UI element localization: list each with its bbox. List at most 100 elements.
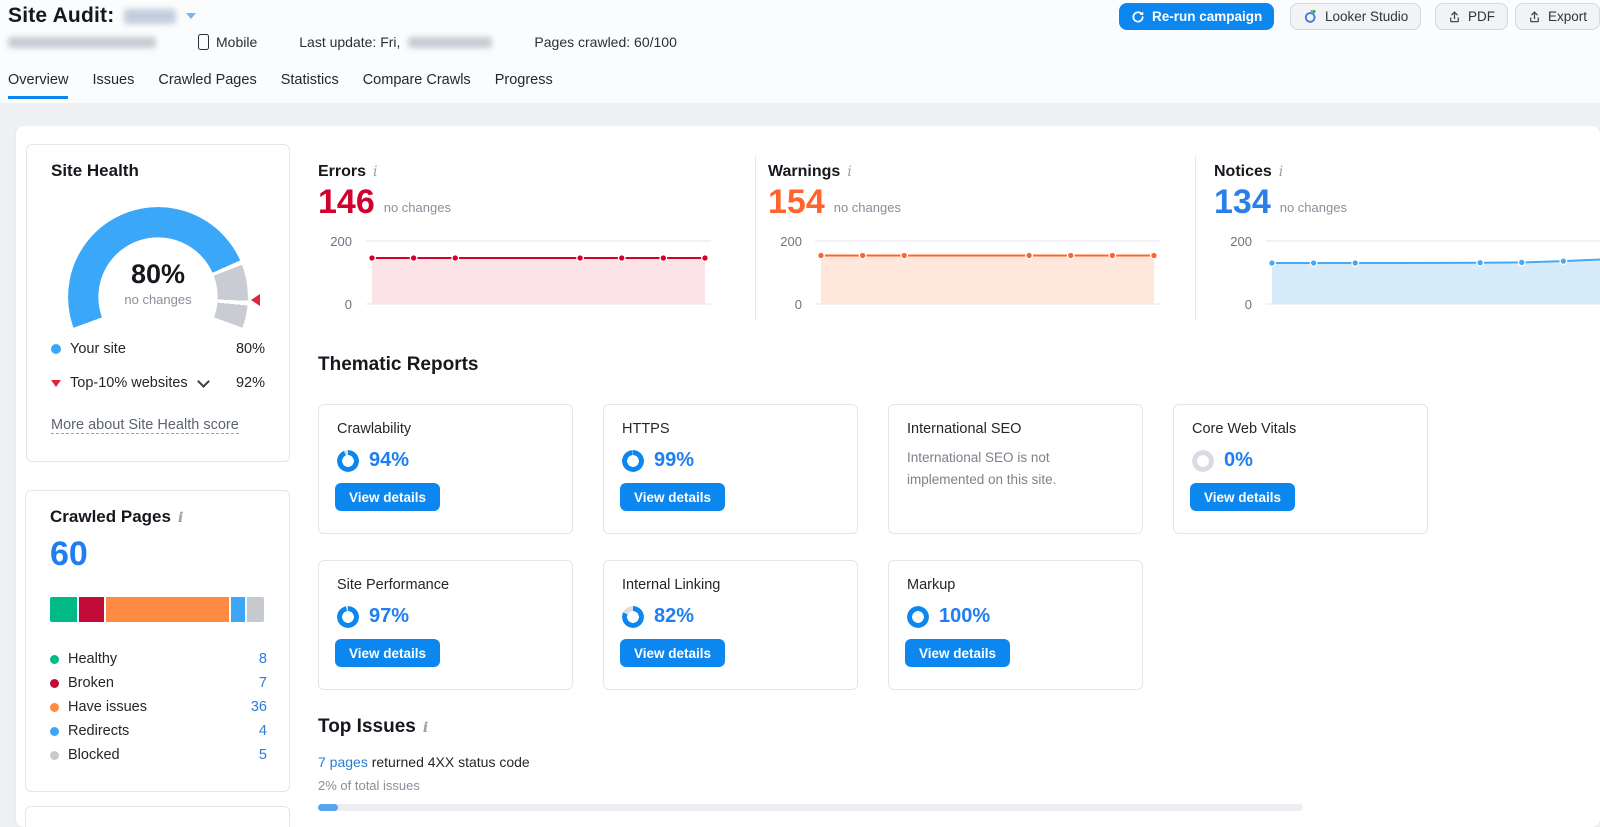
thematic-reports-title: Thematic Reports [318,354,479,375]
divider [755,156,756,320]
device-label: Mobile [216,34,258,50]
metric-value: 134 [1214,183,1271,221]
chevron-down-icon[interactable] [186,13,197,19]
looker-studio-label: Looker Studio [1325,9,1409,24]
info-icon[interactable]: i [422,720,429,736]
rerun-campaign-button[interactable]: Re-run campaign [1119,3,1275,30]
tab-compare-crawls[interactable]: Compare Crawls [362,72,471,88]
top-issue-item: 7 pages returned 4XX status code [318,754,530,770]
tab-statistics[interactable]: Statistics [280,72,339,88]
export-button[interactable]: Export [1515,3,1600,30]
pages-crawled-label: Pages crawled: 60/100 [534,34,677,50]
thematic-card-title: Crawlability [337,421,412,437]
info-icon[interactable]: i [847,164,852,180]
view-details-button[interactable]: View details [335,639,441,667]
chevron-down-icon[interactable] [196,374,210,388]
y-axis-max: 200 [780,234,802,249]
thematic-score: 99% [654,449,695,471]
info-icon[interactable]: i [373,164,378,180]
legend-label: Blocked [68,747,120,763]
metric-change: no changes [833,200,901,215]
y-axis-max: 200 [1230,234,1252,249]
tab-overview[interactable]: Overview [8,72,69,99]
thematic-card-markup: Markup 100% View details [888,560,1143,690]
metric-errors: Errors i 146 no changes [318,163,451,220]
crawled-legend-row-have-issues: Have issues 36 [50,695,267,719]
issue-text: returned 4XX status code [367,754,530,770]
thematic-card-title: Internal Linking [622,577,721,593]
progress-ring-icon [622,605,644,628]
metric-change: no changes [383,200,451,215]
legend-top10-websites[interactable]: Top-10% websites 92% [51,374,265,391]
meta-row: Mobile Last update: Fri, Pages crawled: … [8,34,677,50]
view-details-button[interactable]: View details [335,483,441,511]
crawled-pages-title: Crawled Pages [50,507,171,526]
progress-ring-icon [337,449,359,472]
tab-bar: Overview Issues Crawled Pages Statistics Com… [8,72,553,99]
crawled-legend-row-blocked: Blocked 5 [50,743,267,767]
next-card-partial [25,806,290,827]
thematic-row-1: Crawlability 94% View details HTTPS 99% View … [318,404,1428,534]
metric-change: no changes [1279,200,1347,215]
bar-segment-blocked [246,597,265,622]
y-axis-max: 200 [330,234,352,249]
info-icon[interactable]: i [1278,164,1284,180]
crawled-pages-legend: Healthy 8 Broken 7 Have issues 36 Redirects 4 Bl… [50,647,267,767]
metric-label: Errors [318,163,367,180]
pdf-label: PDF [1468,9,1495,24]
gauge-center: 80% no changes [68,259,248,307]
crawled-pages-total: 60 [50,535,88,573]
view-details-button[interactable]: View details [620,483,726,511]
bar-segment-broken [79,597,104,622]
view-details-button[interactable]: View details [1190,483,1296,511]
legend-label: Your site [70,341,126,357]
header: Site Audit: Re-run campaign Looker Studi… [0,0,1600,103]
thematic-score-row: 0% [1192,449,1409,472]
looker-studio-button[interactable]: Looker Studio [1290,3,1422,30]
tab-crawled-pages[interactable]: Crawled Pages [158,72,257,88]
thematic-score-row: 97% [337,605,554,628]
thematic-score-row: 94% [337,449,554,472]
progress-ring-icon [622,449,644,472]
export-label: Export [1548,9,1588,24]
gauge-benchmark-marker-icon [251,294,260,306]
legend-value: 92% [235,375,265,391]
site-health-card: Site Health 80% no changes Your site 80%… [26,144,290,462]
bar-segment-healthy [50,597,78,622]
thematic-score: 100% [939,605,991,627]
thematic-card-international-seo: International SEO International SEO is no… [888,404,1143,534]
tab-progress[interactable]: Progress [494,72,553,88]
issue-pages-link[interactable]: 7 pages [318,754,368,770]
tab-issues[interactable]: Issues [92,72,135,88]
thematic-card-core-web-vitals: Core Web Vitals 0% View details [1173,404,1428,534]
top-issues-title: Top Issues [318,716,416,737]
thematic-card-title: International SEO [907,421,1022,437]
legend-value: 5 [258,747,267,763]
thematic-card-title: Markup [907,577,956,593]
legend-dot-icon [50,702,59,712]
redacted-date [408,36,493,48]
view-details-button[interactable]: View details [620,639,726,667]
redacted-domain [124,8,177,24]
page-title: Site Audit: [8,4,115,27]
legend-dot-icon [50,654,59,664]
info-icon[interactable]: i [177,510,184,526]
crawled-legend-row-healthy: Healthy 8 [50,647,267,671]
view-details-button[interactable]: View details [905,639,1011,667]
legend-label: Broken [68,675,114,691]
thematic-card-site-performance: Site Performance 97% View details [318,560,573,690]
errors-sparkline [366,240,711,305]
thematic-card-title: Core Web Vitals [1192,421,1297,437]
upload-icon [1530,10,1539,22]
thematic-score: 82% [654,605,695,627]
metric-value: 154 [768,183,825,221]
refresh-icon [1132,10,1144,22]
thematic-score: 97% [369,605,410,627]
pdf-button[interactable]: PDF [1435,3,1508,30]
thematic-card-https: HTTPS 99% View details [603,404,858,534]
legend-dot-icon [50,726,59,736]
site-health-value: 80% [130,259,186,289]
legend-dot-icon [51,344,61,354]
metric-warnings: Warnings i 154 no changes [768,163,901,220]
site-health-link[interactable]: More about Site Health score [51,417,239,434]
